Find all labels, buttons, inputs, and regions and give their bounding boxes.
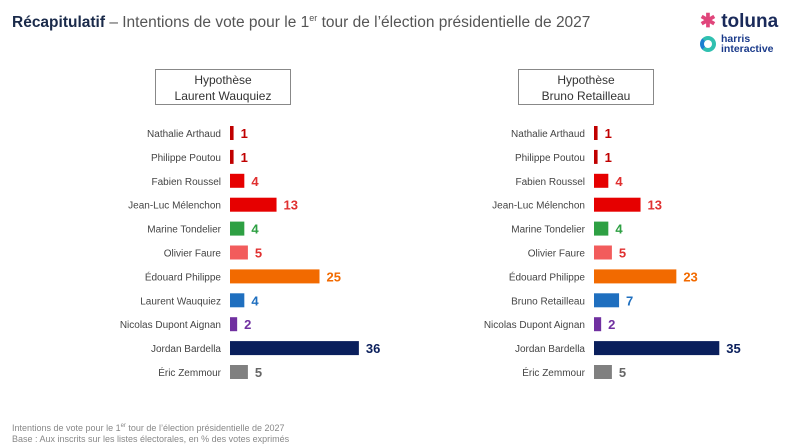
category-label: Éric Zemmour <box>158 366 221 379</box>
bar <box>594 245 612 260</box>
value-label: 7 <box>626 293 633 308</box>
category-label: Jordan Bardella <box>515 344 585 355</box>
value-label: 4 <box>251 174 259 189</box>
bar-chart-retailleau: Nathalie Arthaud 1 Philippe Poutou 1 Fabien … <box>484 126 741 380</box>
hyp-line2: Laurent Wauquiez <box>174 89 272 103</box>
category-label: Fabien Roussel <box>516 177 585 188</box>
category-label: Nicolas Dupont Aignan <box>484 320 585 331</box>
bar <box>594 341 720 356</box>
category-label: Jean-Luc Mélenchon <box>492 201 585 212</box>
bar <box>594 269 677 284</box>
category-label: Édouard Philippe <box>145 270 222 283</box>
ring-icon <box>700 36 716 52</box>
bar <box>230 317 238 332</box>
value-label: 25 <box>327 269 341 284</box>
harris-logo: harris interactive <box>700 34 774 54</box>
value-label: 5 <box>255 246 262 261</box>
bar <box>230 197 277 212</box>
category-label: Nicolas Dupont Aignan <box>120 320 221 331</box>
bar <box>230 293 245 308</box>
title-text-2: tour de l’élection présidentielle de 202… <box>317 14 591 32</box>
foot-base: Base : Aux inscrits sur les listes élect… <box>12 434 290 444</box>
bar <box>230 245 248 260</box>
page-title: Récapitulatif – Intentions de vote pour … <box>12 13 590 32</box>
foot-text-2: tour de l’élection présidentielle de 202… <box>125 423 285 433</box>
foot-sup: er <box>120 423 126 429</box>
bar-chart-wauquiez: Nathalie Arthaud 1 Philippe Poutou 1 Fabien … <box>120 126 380 380</box>
bar <box>594 149 598 164</box>
category-label: Nathalie Arthaud <box>511 129 585 140</box>
bar <box>230 269 320 284</box>
category-label: Philippe Poutou <box>151 153 221 164</box>
value-label: 23 <box>683 269 697 284</box>
value-label: 1 <box>605 150 612 165</box>
category-label: Philippe Poutou <box>515 153 585 164</box>
bar <box>230 341 359 356</box>
category-label: Fabien Roussel <box>152 177 221 188</box>
toluna-logo: ✱ toluna <box>700 10 778 33</box>
bar <box>594 293 620 308</box>
value-label: 1 <box>241 126 248 141</box>
bar <box>594 365 612 379</box>
hyp-line1: Hypothèse <box>194 73 252 87</box>
brand-name: toluna <box>721 11 779 32</box>
logo: ✱ toluna harris interactive <box>700 10 778 54</box>
value-label: 4 <box>251 222 259 237</box>
category-label: Édouard Philippe <box>509 270 586 283</box>
value-label: 4 <box>615 174 623 189</box>
title-sup: er <box>309 13 318 23</box>
category-label: Marine Tondelier <box>511 225 585 236</box>
hypothesis-box-left: Hypothèse Laurent Wauquiez <box>155 69 291 105</box>
value-label: 35 <box>726 341 740 356</box>
asterisk-icon: ✱ <box>700 11 716 32</box>
category-label: Olivier Faure <box>528 249 586 260</box>
value-label: 36 <box>366 341 380 356</box>
category-label: Marine Tondelier <box>147 225 221 236</box>
hypothesis-box-right: Hypothèse Bruno Retailleau <box>518 69 654 105</box>
category-label: Laurent Wauquiez <box>140 296 221 307</box>
hyp-line1: Hypothèse <box>557 73 615 87</box>
value-label: 13 <box>284 198 298 213</box>
bar <box>594 221 609 236</box>
bar <box>594 173 609 188</box>
title-text: – Intentions de vote pour le 1 <box>105 14 310 32</box>
bar <box>230 221 245 236</box>
bar <box>230 149 234 164</box>
value-label: 1 <box>241 150 248 165</box>
title-bold: Récapitulatif <box>12 14 106 32</box>
value-label: 13 <box>648 198 662 213</box>
bar <box>594 317 602 332</box>
category-label: Éric Zemmour <box>522 366 585 379</box>
bar <box>594 126 598 140</box>
value-label: 5 <box>619 246 626 261</box>
value-label: 2 <box>608 317 615 332</box>
value-label: 4 <box>251 293 259 308</box>
value-label: 5 <box>619 365 626 380</box>
value-label: 4 <box>615 222 623 237</box>
value-label: 2 <box>244 317 251 332</box>
bar <box>230 365 248 379</box>
category-label: Bruno Retailleau <box>511 296 585 307</box>
logo-sub1: harris <box>721 33 751 45</box>
footnote: Intentions de vote pour le 1er tour de l… <box>12 421 289 445</box>
hyp-line2: Bruno Retailleau <box>541 89 631 103</box>
value-label: 5 <box>255 365 262 380</box>
bar <box>594 197 641 212</box>
foot-text: Intentions de vote pour le 1 <box>12 423 121 433</box>
logo-sub2: interactive <box>721 43 774 55</box>
bar <box>230 126 234 140</box>
value-label: 1 <box>605 126 612 141</box>
category-label: Jean-Luc Mélenchon <box>128 201 221 212</box>
category-label: Olivier Faure <box>164 249 222 260</box>
category-label: Nathalie Arthaud <box>147 129 221 140</box>
bar <box>230 173 245 188</box>
category-label: Jordan Bardella <box>151 344 221 355</box>
